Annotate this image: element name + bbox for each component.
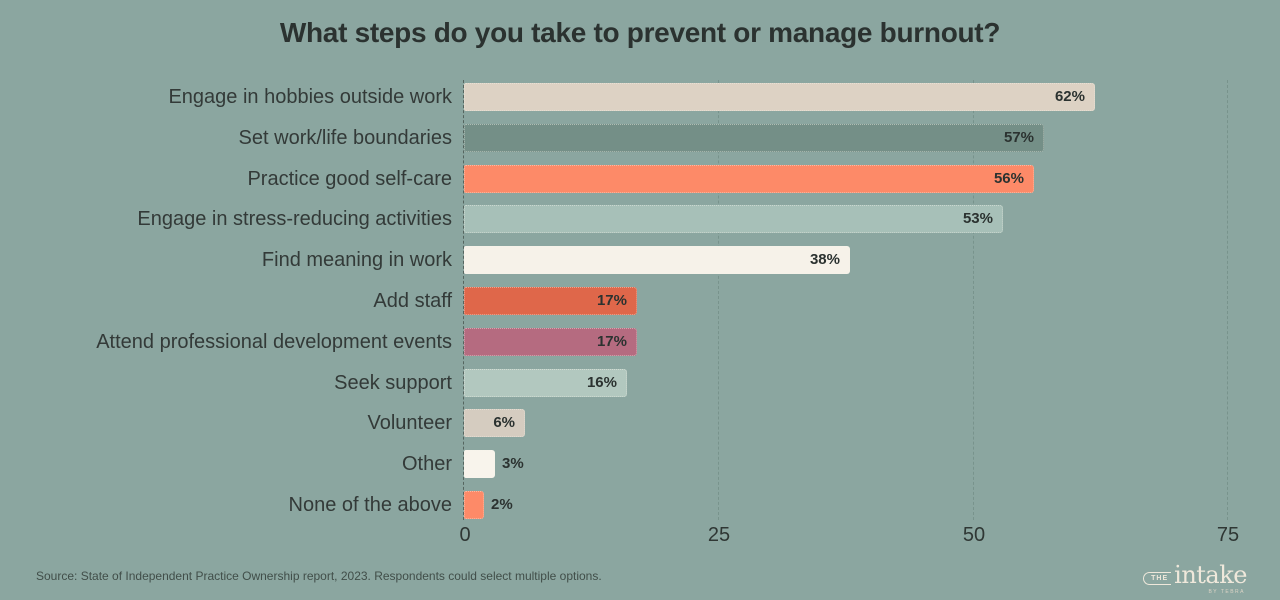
bar: [464, 205, 1003, 233]
x-tick-label-25: 25: [707, 524, 731, 546]
x-tick-label-50: 50: [962, 524, 986, 546]
logo-byline: BY TEBRA: [1208, 589, 1245, 595]
zero-axis-line: [463, 80, 464, 520]
value-label: 53%: [962, 210, 993, 227]
bar: [464, 83, 1095, 111]
category-label: Attend professional development events: [96, 331, 452, 353]
value-label: 62%: [1054, 88, 1085, 105]
bar: [464, 287, 637, 315]
category-label: Add staff: [373, 290, 452, 312]
category-label: Seek support: [334, 372, 452, 394]
bar: [464, 165, 1034, 193]
x-tick-label-75: 75: [1216, 524, 1240, 546]
value-label: 2%: [491, 496, 513, 513]
bar: [464, 328, 637, 356]
category-label: Engage in hobbies outside work: [168, 86, 452, 108]
value-label: 17%: [596, 292, 627, 309]
value-label: 57%: [1003, 129, 1034, 146]
bar: [464, 409, 525, 437]
category-label: Volunteer: [367, 412, 452, 434]
gridline-x-25: [718, 80, 719, 520]
category-label: None of the above: [288, 494, 452, 516]
bar: [464, 246, 850, 274]
value-label: 38%: [809, 251, 840, 268]
category-label: Practice good self-care: [247, 168, 452, 190]
bar: [464, 124, 1044, 152]
x-tick-label-0: 0: [459, 524, 471, 546]
value-label: 6%: [493, 414, 515, 431]
bar: [464, 450, 495, 478]
bar: [464, 369, 627, 397]
category-label: Find meaning in work: [261, 249, 452, 271]
category-label: Other: [401, 453, 452, 475]
bar: [464, 491, 484, 519]
value-label: 3%: [502, 455, 524, 472]
gridline-x-50: [973, 80, 974, 520]
gridline-x-75: [1227, 80, 1228, 520]
category-label: Set work/life boundaries: [238, 127, 452, 149]
value-label: 17%: [596, 333, 627, 350]
value-label: 56%: [993, 170, 1024, 187]
the-intake-logo: THE intake BY TEBRA: [1143, 561, 1247, 595]
category-label: Engage in stress-reducing activities: [137, 208, 452, 230]
value-label: 16%: [586, 374, 617, 391]
logo-wordmark: intake: [1174, 561, 1247, 589]
logo-the-badge: THE: [1143, 572, 1172, 585]
source-note: Source: State of Independent Practice Ow…: [36, 569, 602, 583]
chart-title: What steps do you take to prevent or man…: [279, 17, 1001, 48]
